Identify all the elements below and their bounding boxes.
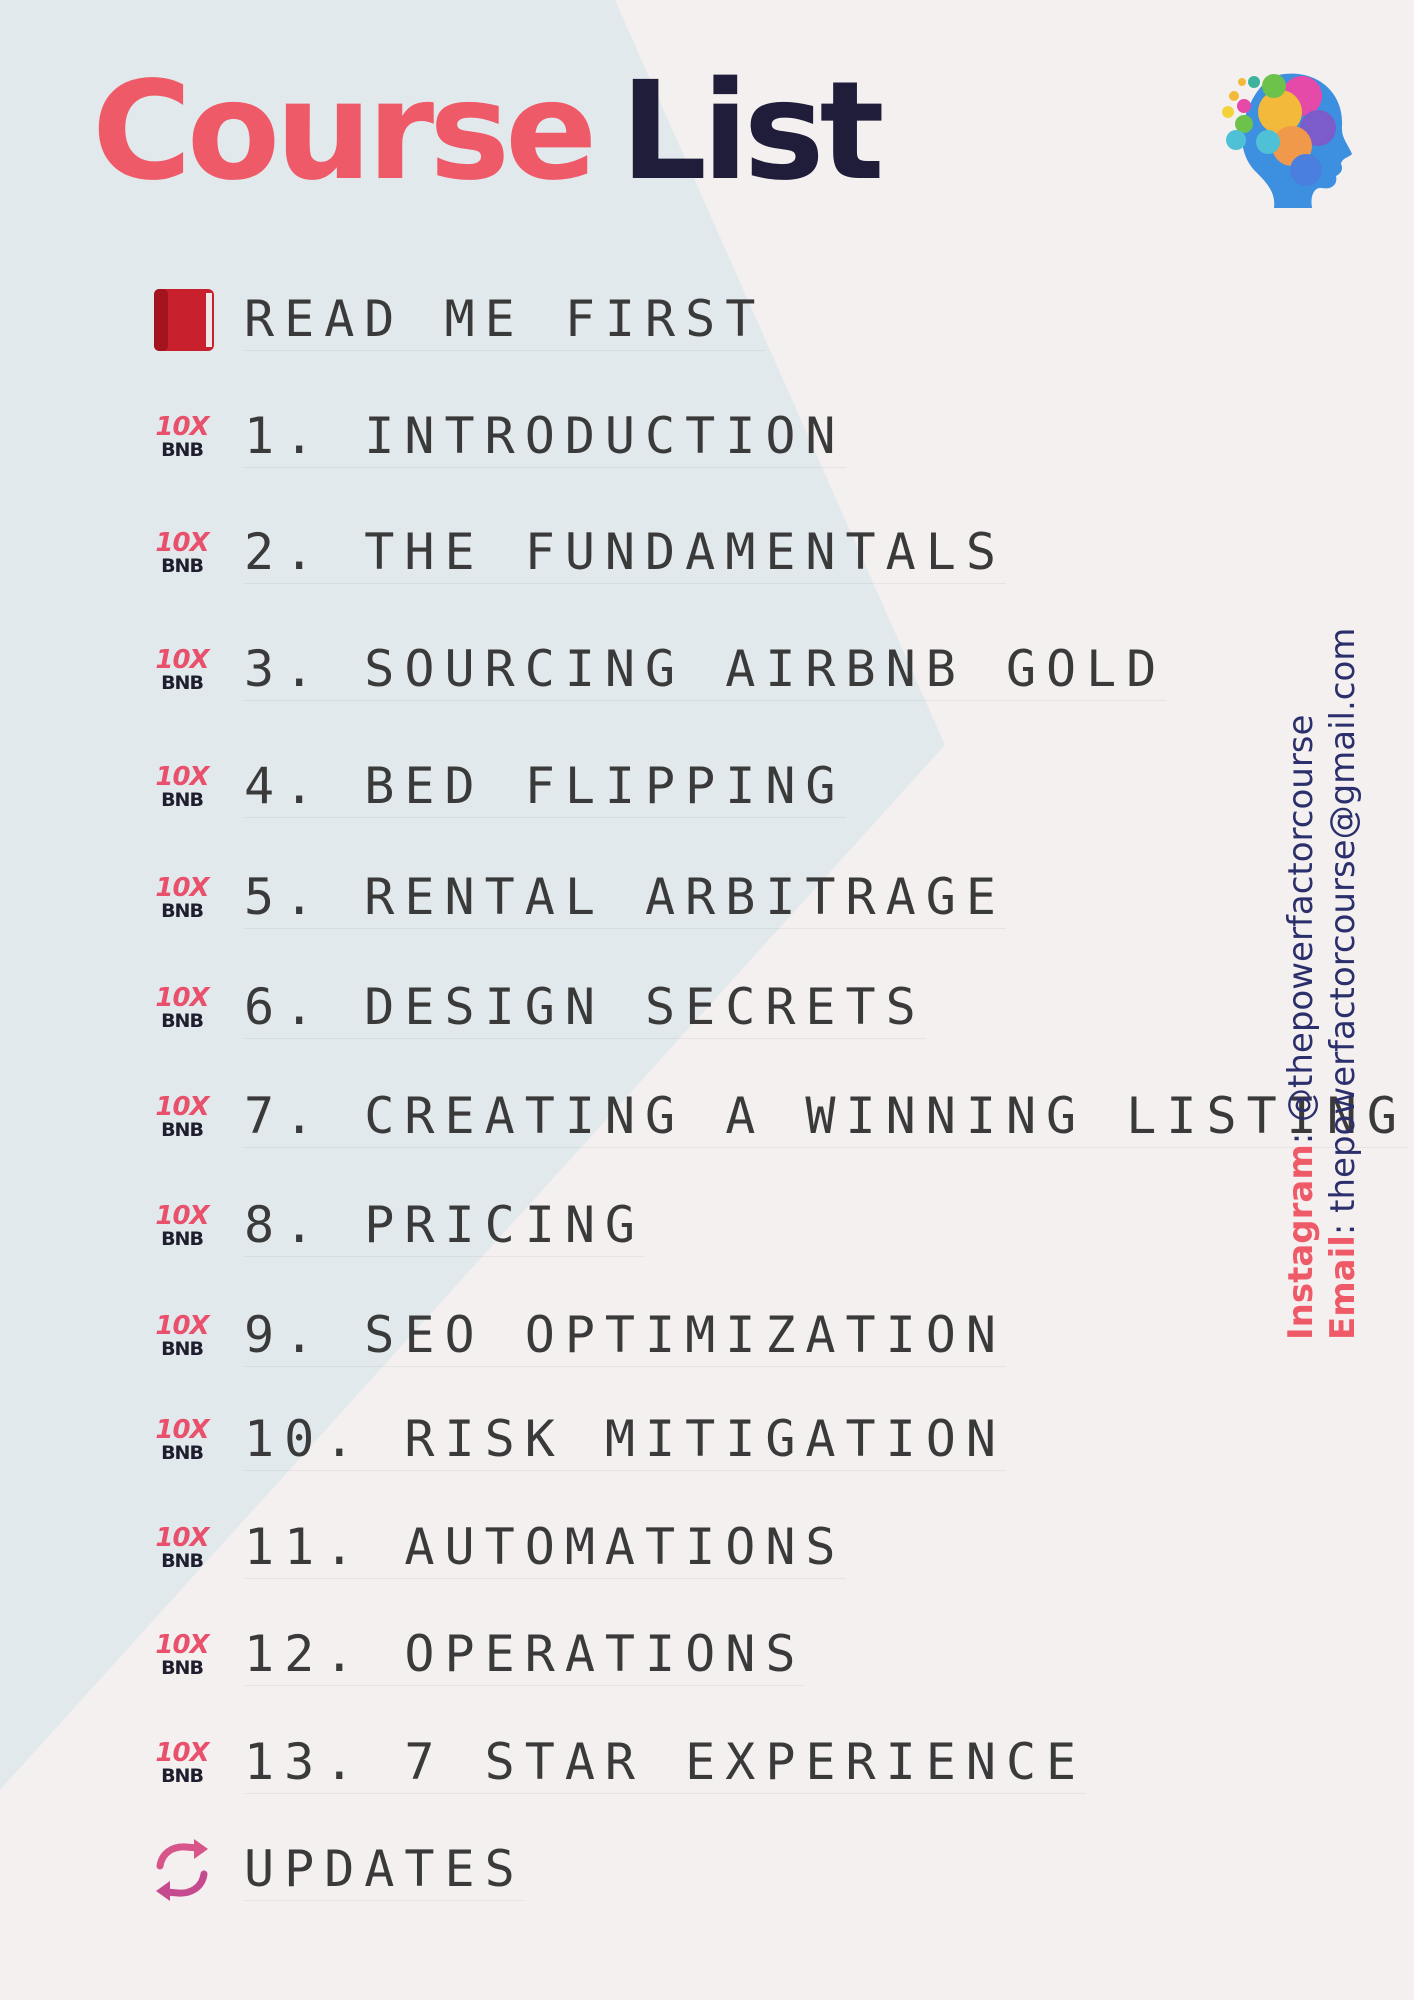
red-book-icon [150, 284, 222, 356]
10x-bnb-logo: 10X BNB [155, 762, 209, 811]
course-list-item-label: 13. 7 STAR EXPERIENCE [244, 1733, 1087, 1794]
course-list-item[interactable]: 10X BNB 1. INTRODUCTION [150, 397, 846, 477]
course-list-item[interactable]: UPDATES [150, 1830, 525, 1910]
course-list-item[interactable]: 10X BNB 12. OPERATIONS [150, 1615, 806, 1695]
10x-bnb-logo: 10X BNB [155, 1630, 209, 1679]
course-list-item[interactable]: 10X BNB 8. PRICING [150, 1186, 646, 1266]
email-label: Email [1323, 1235, 1363, 1340]
course-list-item-label: 6. DESIGN SECRETS [244, 978, 926, 1039]
course-list-item-label: 9. SEO OPTIMIZATION [244, 1306, 1006, 1367]
10x-bnb-logo: 10X BNB [155, 1092, 209, 1141]
course-list-item[interactable]: 10X BNB 6. DESIGN SECRETS [150, 968, 926, 1048]
course-list-item-label: 3. SOURCING AIRBNB GOLD [244, 640, 1167, 701]
course-list-item[interactable]: 10X BNB 5. RENTAL ARBITRAGE [150, 858, 1006, 938]
course-list: READ ME FIRST 10X BNB 1. INTRODUCTION 10X BNB… [150, 0, 1407, 2000]
course-list-item-label: READ ME FIRST [244, 290, 766, 351]
course-list-item[interactable]: 10X BNB 3. SOURCING AIRBNB GOLD [150, 630, 1167, 710]
course-list-item-label: 11. AUTOMATIONS [244, 1518, 846, 1579]
course-list-item-label: 1. INTRODUCTION [244, 407, 846, 468]
10x-bnb-logo: 10X BNB [155, 412, 209, 461]
course-list-item[interactable]: 10X BNB 9. SEO OPTIMIZATION [150, 1296, 1006, 1376]
10x-bnb-logo: 10X BNB [155, 1738, 209, 1787]
course-list-item[interactable]: 10X BNB 4. BED FLIPPING [150, 747, 846, 827]
course-list-item-label: 7. CREATING A WINNING LISTING [244, 1087, 1407, 1148]
course-list-item-label: 2. THE FUNDAMENTALS [244, 523, 1006, 584]
10x-bnb-logo: 10X BNB [155, 1311, 209, 1360]
course-list-item[interactable]: READ ME FIRST [150, 280, 766, 360]
course-list-item-label: 10. RISK MITIGATION [244, 1410, 1006, 1471]
course-list-item-label: 4. BED FLIPPING [244, 757, 846, 818]
course-list-item-label: 12. OPERATIONS [244, 1625, 806, 1686]
10x-bnb-logo: 10X BNB [155, 983, 209, 1032]
course-list-item[interactable]: 10X BNB 10. RISK MITIGATION [150, 1400, 1006, 1480]
course-list-item[interactable]: 10X BNB 7. CREATING A WINNING LISTING [150, 1077, 1407, 1157]
course-list-item-label: UPDATES [244, 1840, 525, 1901]
course-list-item-label: 5. RENTAL ARBITRAGE [244, 868, 1006, 929]
10x-bnb-logo: 10X BNB [155, 873, 209, 922]
power-factor-head-logo [1222, 73, 1352, 208]
contact-info: Instagram: @thepowerfactorcourse Email: … [1280, 628, 1364, 1340]
10x-bnb-logo: 10X BNB [155, 1415, 209, 1464]
10x-bnb-logo: 10X BNB [155, 528, 209, 577]
10x-bnb-logo: 10X BNB [155, 1523, 209, 1572]
refresh-arrows-icon [150, 1834, 222, 1906]
page-title: Course List [92, 52, 885, 212]
course-list-item[interactable]: 10X BNB 2. THE FUNDAMENTALS [150, 513, 1006, 593]
course-list-item-label: 8. PRICING [244, 1196, 646, 1257]
instagram-label: Instagram [1281, 1144, 1321, 1340]
instagram-line: Instagram: @thepowerfactorcourse [1281, 714, 1321, 1340]
email-address[interactable]: thepowerfactorcourse@gmail.com [1323, 627, 1363, 1213]
course-list-item[interactable]: 10X BNB 13. 7 STAR EXPERIENCE [150, 1723, 1087, 1803]
10x-bnb-logo: 10X BNB [155, 645, 209, 694]
title-word-course: Course [92, 53, 597, 211]
course-list-item[interactable]: 10X BNB 11. AUTOMATIONS [150, 1508, 846, 1588]
instagram-handle[interactable]: @thepowerfactorcourse [1281, 714, 1321, 1122]
email-line: Email: thepowerfactorcourse@gmail.com [1323, 627, 1363, 1340]
title-word-list: List [620, 53, 884, 211]
10x-bnb-logo: 10X BNB [155, 1201, 209, 1250]
